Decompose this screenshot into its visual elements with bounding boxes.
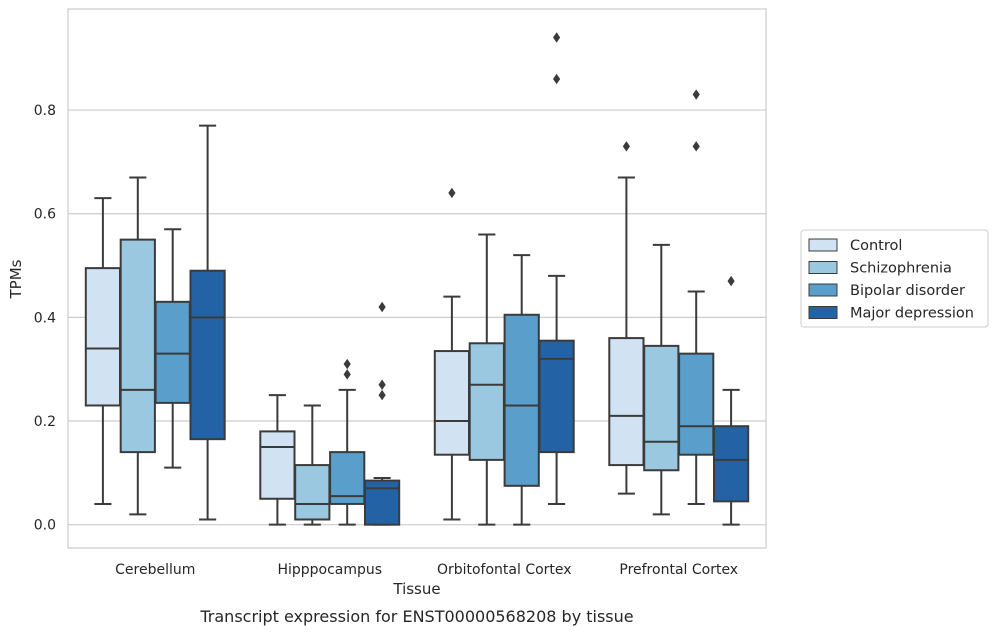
box <box>119 238 156 454</box>
box-group <box>503 254 540 526</box>
box-group <box>84 197 122 505</box>
outlier-point <box>692 141 700 152</box>
legend-swatch <box>808 283 838 297</box>
box-group <box>259 394 296 526</box>
outlier-point <box>553 73 561 85</box>
box-group <box>538 32 575 505</box>
legend-frame <box>800 229 989 328</box>
x-tick-label: Hipppocampus <box>277 562 382 578</box>
box-group <box>154 228 191 469</box>
box <box>538 339 575 454</box>
outlier-point <box>343 358 351 370</box>
box-group <box>643 243 680 516</box>
box <box>468 342 505 461</box>
chart-caption: Transcript expression for ENST0000056820… <box>199 607 633 626</box>
box <box>678 352 715 456</box>
box <box>503 313 540 487</box>
outlier-point <box>622 141 630 152</box>
box <box>259 430 296 500</box>
box-group <box>119 176 156 516</box>
outlier-point <box>553 32 561 43</box>
y-tick-label: 0.0 <box>34 518 56 534</box>
legend-label: Control <box>850 238 902 254</box>
legend-label: Schizophrenia <box>850 261 952 277</box>
outlier-point <box>692 89 700 100</box>
y-tick-label: 0.2 <box>34 414 56 430</box>
x-axis-label: Tissue <box>392 580 440 598</box>
y-tick-label: 0.6 <box>34 207 56 223</box>
box-group <box>329 358 366 526</box>
outlier-point <box>343 369 351 380</box>
box-group <box>712 275 750 526</box>
box <box>363 479 401 526</box>
outlier-point <box>727 275 735 287</box>
box <box>84 267 122 407</box>
legend-label: Bipolar disorder <box>850 283 965 299</box>
outlier-point <box>448 187 456 199</box>
box-group <box>608 141 645 495</box>
y-tick-label: 0.4 <box>34 310 56 326</box>
legend-swatch <box>808 261 838 274</box>
legend: Control Schizophrenia Bipolar disorder Majo… <box>800 229 989 328</box>
box <box>154 300 191 404</box>
outlier-point <box>378 389 386 401</box>
y-tick-labels: 0.0 0.2 0.4 0.6 0.8 <box>34 103 56 534</box>
box-group <box>294 404 331 526</box>
box-group <box>189 124 226 521</box>
x-tick-labels: Cerebellum Hipppocampus Orbitofontal Corte… <box>115 562 738 578</box>
y-axis-label: TPMs <box>7 259 25 299</box>
outlier-point <box>378 301 386 313</box>
box-group <box>468 233 505 526</box>
plot-boxes <box>84 32 750 526</box>
box-group <box>678 89 715 505</box>
box-group <box>363 301 401 526</box>
x-tick-label: Cerebellum <box>115 562 195 578</box>
outlier-point <box>378 379 386 390</box>
box <box>608 337 645 467</box>
legend-swatch <box>808 306 838 319</box>
x-tick-label: Prefrontal Cortex <box>619 562 738 578</box>
box <box>189 269 226 441</box>
legend-swatch <box>808 238 838 252</box>
y-tick-label: 0.8 <box>34 103 56 119</box>
box <box>712 425 750 503</box>
legend-label: Major depression <box>850 306 974 322</box>
plot-frame <box>67 8 767 549</box>
box-group <box>433 187 471 521</box>
box <box>294 464 331 521</box>
box <box>433 350 471 456</box>
box <box>643 344 680 472</box>
x-tick-label: Orbitofontal Cortex <box>437 562 572 578</box>
